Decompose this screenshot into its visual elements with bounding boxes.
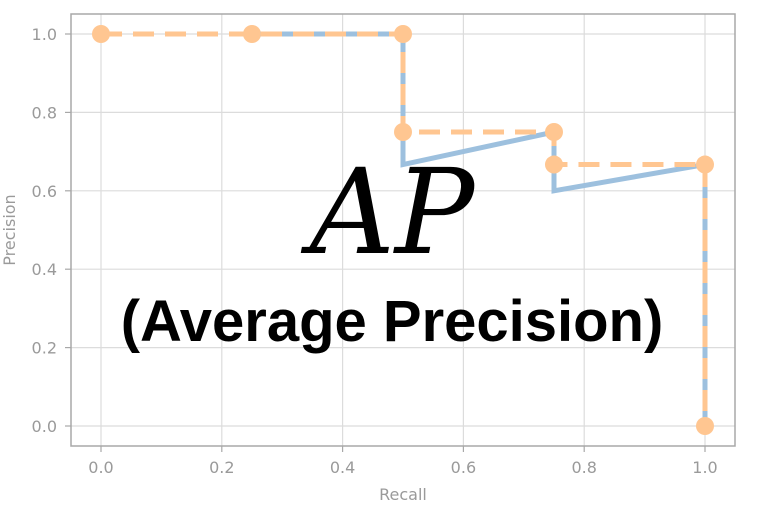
x-tick-label: 0.8 — [571, 458, 596, 477]
y-axis-label: Precision — [0, 194, 19, 265]
data-point-marker — [696, 417, 714, 435]
data-point-marker — [545, 123, 563, 141]
marker-layer — [92, 25, 714, 435]
y-tick-label: 0.2 — [32, 339, 57, 358]
y-tick-label: 0.8 — [32, 103, 57, 122]
y-tick-label: 1.0 — [32, 25, 57, 44]
data-point-marker — [696, 155, 714, 174]
x-tick-label: 0.2 — [209, 458, 234, 477]
y-tick-label: 0.6 — [32, 182, 57, 201]
tick-layer: 0.0 0.2 0.4 0.6 0.8 1.0 0.0 0.2 0.4 0.6 0.8 1.0 — [32, 25, 718, 477]
x-tick-label: 0.6 — [451, 458, 476, 477]
data-point-marker — [545, 155, 563, 174]
y-tick-label: 0.0 — [32, 417, 57, 436]
data-point-marker — [92, 25, 110, 43]
ap-subtitle: (Average Precision) — [121, 289, 664, 354]
x-tick-label: 0.0 — [88, 458, 113, 477]
x-tick-label: 1.0 — [692, 458, 717, 477]
axes-frame — [70, 13, 736, 447]
x-axis-label: Recall — [379, 485, 427, 504]
data-point-marker — [394, 123, 412, 141]
data-point-marker — [394, 25, 412, 43]
ap-title: AP — [301, 143, 477, 281]
y-tick-label: 0.4 — [32, 260, 57, 279]
data-point-marker — [243, 25, 261, 43]
x-tick-label: 0.4 — [330, 458, 355, 477]
